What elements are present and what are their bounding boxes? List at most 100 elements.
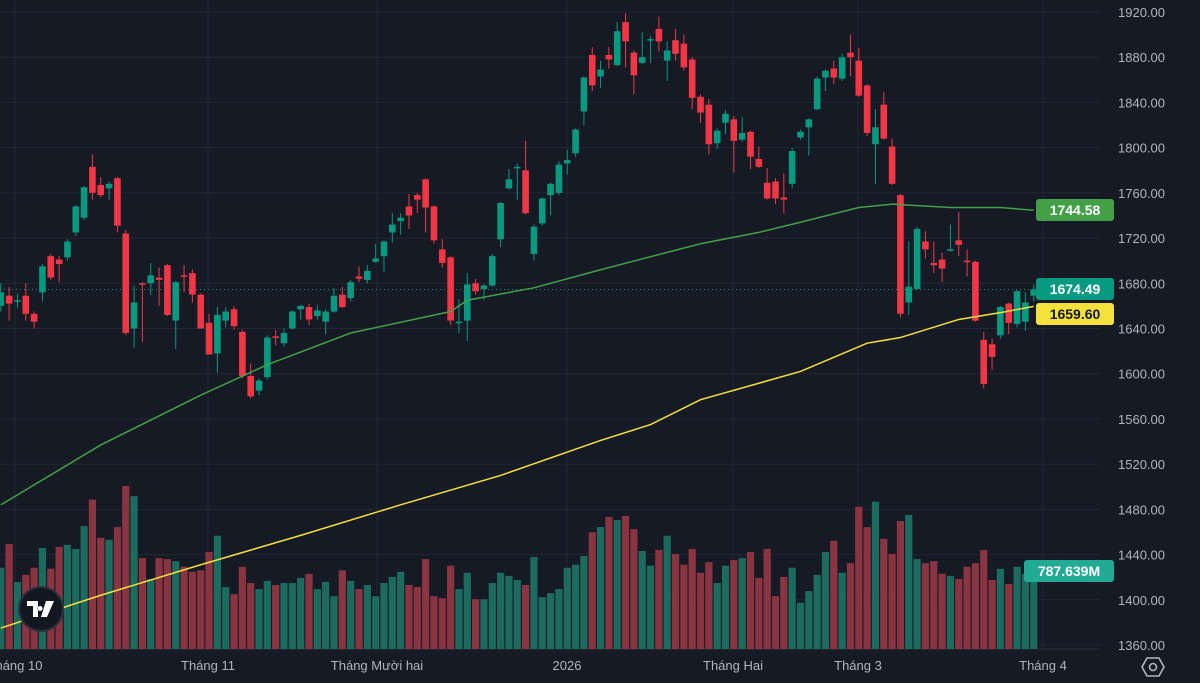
candle <box>122 230 130 336</box>
volume-bar <box>180 566 188 649</box>
candle <box>130 285 138 348</box>
candle-body <box>747 131 754 157</box>
candle <box>347 279 354 302</box>
candle-body <box>697 96 704 113</box>
candle-body <box>155 277 163 280</box>
time-tick-label: Tháng 4 <box>1019 658 1067 673</box>
volume-bar <box>338 570 346 649</box>
volume-bar <box>538 597 546 649</box>
candle <box>713 128 721 149</box>
time-axis[interactable]: Tháng 10 Tháng 11 Tháng Mười hai 2026 Tháng … <box>0 658 1067 673</box>
candle-body <box>80 187 88 218</box>
volume-bar <box>871 501 880 649</box>
candle <box>872 109 879 184</box>
volume-bar <box>263 580 271 649</box>
volume-bar <box>771 596 780 649</box>
candle <box>114 177 121 233</box>
candle <box>563 149 571 175</box>
candle-body <box>414 195 421 200</box>
moving-average-green <box>0 203 1034 506</box>
candle-body <box>580 77 588 112</box>
candle <box>638 32 646 64</box>
volume-bar <box>638 550 646 649</box>
candle-body <box>630 52 638 76</box>
candle-body <box>805 119 813 128</box>
candle <box>572 128 579 157</box>
candle-body <box>555 164 563 193</box>
candle <box>297 304 304 320</box>
candle <box>255 378 263 396</box>
candle-body <box>922 241 929 250</box>
candle <box>980 331 988 389</box>
candle <box>888 138 896 185</box>
candle <box>788 147 796 189</box>
candle-body <box>97 184 105 196</box>
candle-body <box>1013 291 1021 324</box>
price-tick-label: 1880.00 <box>1118 50 1165 65</box>
candle-body <box>447 257 454 321</box>
volume-bar <box>405 585 413 649</box>
price-tick-label: 1920.00 <box>1118 5 1165 20</box>
price-tick-label: 1680.00 <box>1118 276 1165 291</box>
candle-body <box>239 331 246 376</box>
time-tick-label: Tháng Mười hai <box>331 658 423 673</box>
candle-body <box>372 258 379 262</box>
candle <box>972 260 979 322</box>
volume-bar <box>530 557 538 649</box>
candle <box>613 22 621 67</box>
candle <box>322 309 329 335</box>
volume-bar <box>855 506 863 649</box>
candle <box>47 253 55 280</box>
price-tick-label: 1560.00 <box>1118 412 1165 427</box>
candle <box>805 118 813 156</box>
candle-body <box>430 206 438 241</box>
candle <box>905 241 913 315</box>
candle-body <box>147 275 155 284</box>
candle <box>938 252 946 283</box>
volume-bar <box>297 577 305 649</box>
candle-body <box>563 160 571 164</box>
volume-bar <box>938 573 946 649</box>
candle <box>264 335 271 380</box>
candle-body <box>164 265 171 315</box>
candle <box>380 240 388 272</box>
candle <box>64 239 71 261</box>
price-tick-label: 1840.00 <box>1118 95 1165 110</box>
candle-body <box>955 240 963 245</box>
price-axis[interactable]: 1920.00 1880.00 1840.00 1800.00 1760.00 1720.… <box>1118 5 1165 653</box>
volume-bar <box>896 521 905 649</box>
candle-body <box>214 314 221 354</box>
candle-body <box>797 131 804 138</box>
candle <box>330 287 338 313</box>
volume-bar <box>696 572 705 649</box>
settings-hexagon-icon[interactable] <box>1141 656 1165 678</box>
volume-bar <box>63 544 72 649</box>
candle <box>755 146 763 168</box>
volume-bar <box>88 499 97 649</box>
candle-body <box>438 249 446 263</box>
volume-bar <box>380 582 388 649</box>
candle <box>697 94 704 123</box>
price-tick-label: 1480.00 <box>1118 502 1165 517</box>
price-tick-label: 1720.00 <box>1118 231 1165 246</box>
candle <box>1030 284 1038 302</box>
candle <box>5 286 13 321</box>
volume-bar <box>488 582 496 649</box>
time-tick-label: Tháng 3 <box>834 658 882 673</box>
candle-body <box>980 339 988 384</box>
volume-bar <box>888 554 896 649</box>
volume-bar <box>780 576 788 649</box>
volume-bar <box>921 563 930 649</box>
volume-bar <box>305 573 313 649</box>
volume-bar <box>646 565 655 649</box>
tradingview-logo-icon[interactable] <box>18 586 64 632</box>
candle-body <box>597 69 604 77</box>
candle <box>880 92 888 140</box>
volume-bar <box>980 549 988 649</box>
candle <box>538 197 546 226</box>
volume-bar <box>680 564 688 649</box>
candle <box>414 192 421 214</box>
volume-bar <box>138 558 147 649</box>
candle-body <box>638 57 646 63</box>
